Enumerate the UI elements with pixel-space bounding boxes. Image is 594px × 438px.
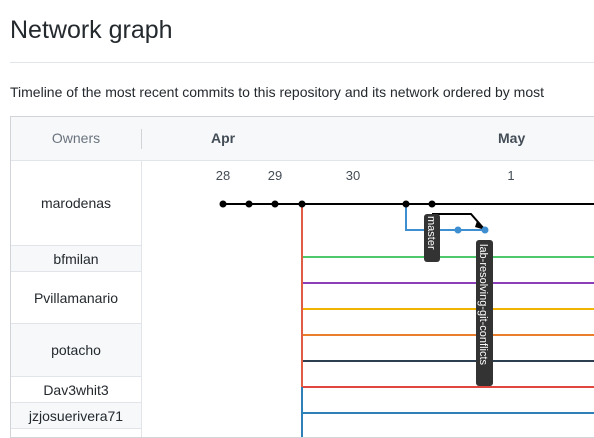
owner-row[interactable]: bfmilan xyxy=(11,246,141,272)
owners-header: Owners xyxy=(11,117,141,161)
month-label: May xyxy=(498,130,526,146)
owner-row[interactable]: Dav3whit3 xyxy=(11,377,141,403)
fork-commit-dot[interactable] xyxy=(481,226,489,234)
commit-dot[interactable] xyxy=(271,200,279,208)
page-description: Timeline of the most recent commits to t… xyxy=(10,84,545,100)
commit-graph-canvas[interactable]: master lab-resolving-git-conflicts xyxy=(11,117,594,437)
owner-row[interactable]: Pvillamanario xyxy=(11,272,141,324)
column-divider xyxy=(141,160,142,437)
day-label: 29 xyxy=(267,168,283,183)
network-graph[interactable]: Owners marodenas bfmilan Pvillamanario p… xyxy=(10,116,594,438)
master-tag-bg xyxy=(424,214,440,262)
commit-dot[interactable] xyxy=(219,200,227,208)
commit-dot[interactable] xyxy=(298,200,306,208)
owner-row[interactable]: marodenas xyxy=(11,160,141,246)
merge-line xyxy=(432,213,486,231)
title-divider xyxy=(10,62,594,63)
fork-commit-dot[interactable] xyxy=(454,226,462,234)
branch-tag-lab[interactable]: lab-resolving-git-conflicts xyxy=(477,244,489,366)
commit-dot[interactable] xyxy=(245,200,253,208)
header-divider xyxy=(141,129,142,149)
commit-dot[interactable] xyxy=(402,200,410,208)
timeline-header xyxy=(141,117,594,161)
commit-dot[interactable] xyxy=(428,200,436,208)
day-label: 1 xyxy=(507,168,515,183)
lab-tag-bg xyxy=(476,240,493,386)
day-label: 28 xyxy=(215,168,231,183)
month-label: Apr xyxy=(211,130,236,146)
owner-row[interactable]: potacho xyxy=(11,324,141,377)
page-title: Network graph xyxy=(10,16,173,44)
day-label: 30 xyxy=(345,168,361,183)
branch-tag-master[interactable]: master xyxy=(425,216,437,250)
